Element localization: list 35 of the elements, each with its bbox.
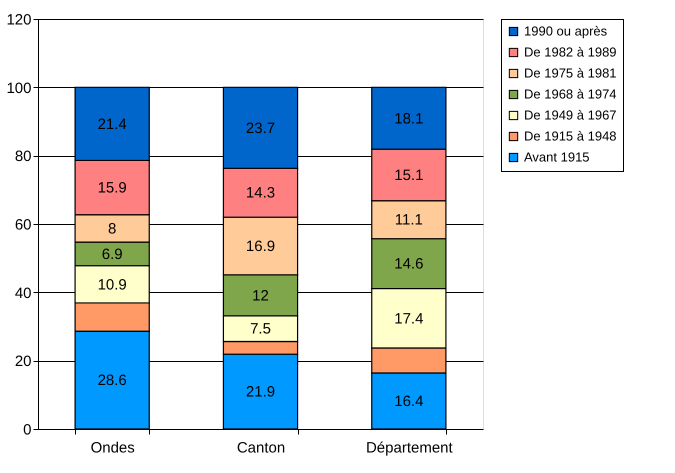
data-label: 10.9 xyxy=(98,276,127,294)
data-label: 21.4 xyxy=(98,116,127,133)
y-tick-label: 0 xyxy=(23,422,32,438)
data-label: 11.1 xyxy=(394,212,423,229)
x-tick-label: Canton xyxy=(236,440,286,456)
legend-label: De 1975 à 1981 xyxy=(524,66,617,80)
data-label: 12 xyxy=(252,287,269,304)
data-label: 16.4 xyxy=(394,392,424,410)
y-tick-label: 80 xyxy=(14,148,32,166)
legend-label: De 1982 à 1989 xyxy=(524,44,617,60)
legend-label: Avant 1915 xyxy=(524,150,590,164)
legend-label: De 1968 à 1974 xyxy=(524,86,617,102)
data-label: 7.5 xyxy=(250,320,271,338)
data-label: 15.9 xyxy=(98,180,127,197)
data-label: 17.4 xyxy=(394,310,424,328)
data-label: 18.1 xyxy=(394,110,424,128)
data-label: 15.1 xyxy=(394,166,424,184)
data-label: 14.3 xyxy=(246,184,276,202)
y-tick-label: 40 xyxy=(14,284,32,302)
legend-label: De 1915 à 1948 xyxy=(524,128,617,144)
data-label: 28.6 xyxy=(98,372,127,390)
x-tick-label: Département xyxy=(366,440,454,456)
data-label: 21.9 xyxy=(246,384,276,401)
data-label: 8 xyxy=(108,220,116,238)
data-label: 6.9 xyxy=(102,246,123,263)
y-tick-label: 120 xyxy=(6,12,32,28)
data-label: 23.7 xyxy=(246,120,276,137)
y-tick-label: 20 xyxy=(14,353,32,370)
legend-label: De 1949 à 1967 xyxy=(524,108,617,122)
legend-label: 1990 ou après xyxy=(524,24,608,38)
y-tick-label: 60 xyxy=(14,216,32,234)
data-label: 16.9 xyxy=(246,238,276,256)
y-tick-label: 100 xyxy=(6,80,32,97)
data-label: 14.6 xyxy=(394,256,424,273)
x-tick-label: Ondes xyxy=(90,440,135,456)
